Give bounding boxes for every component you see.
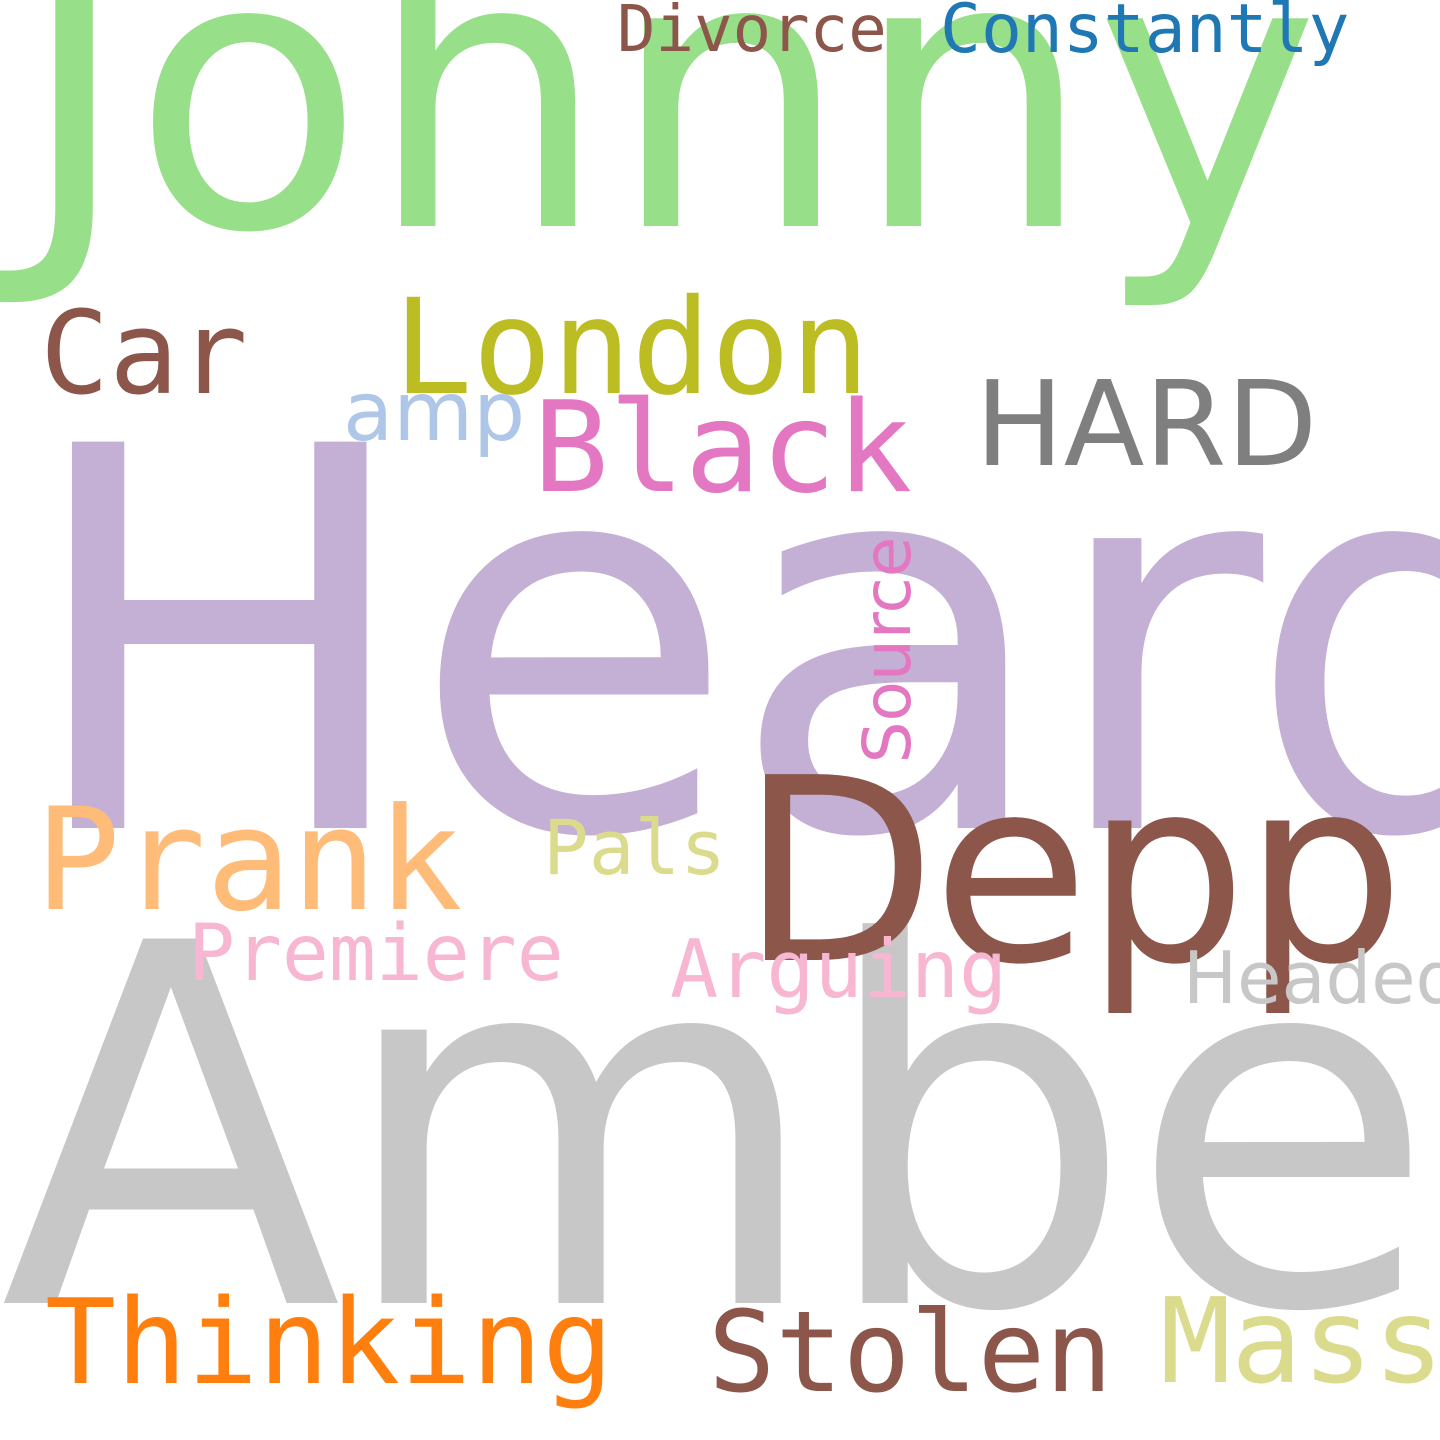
word-heard: Heard: [20, 336, 1440, 953]
word-depp: Depp: [740, 724, 1405, 1021]
word-arguing: Arguing: [670, 923, 1008, 1016]
word-car: Car: [40, 287, 248, 421]
word-prank: Prank: [35, 778, 463, 943]
word-headed: Headed: [1183, 936, 1440, 1020]
word-divorce: Divorce: [617, 0, 887, 67]
word-source: Source: [849, 536, 926, 764]
word-pals: Pals: [543, 803, 727, 892]
word-amber: Amber: [0, 839, 1440, 1421]
word-black: Black: [533, 374, 913, 521]
word-hard: HARD: [975, 355, 1318, 493]
word-johnny: Johnny: [18, 0, 1322, 316]
word-premiere: Premiere: [188, 909, 564, 999]
word-amp: amp: [343, 365, 526, 460]
word-stolen: Stolen: [708, 1288, 1113, 1418]
word-constantly: Constantly: [940, 0, 1350, 69]
word-london: London: [393, 271, 870, 425]
word-mass: Mass: [1160, 1272, 1440, 1410]
word-thinking: Thinking: [45, 1273, 614, 1411]
